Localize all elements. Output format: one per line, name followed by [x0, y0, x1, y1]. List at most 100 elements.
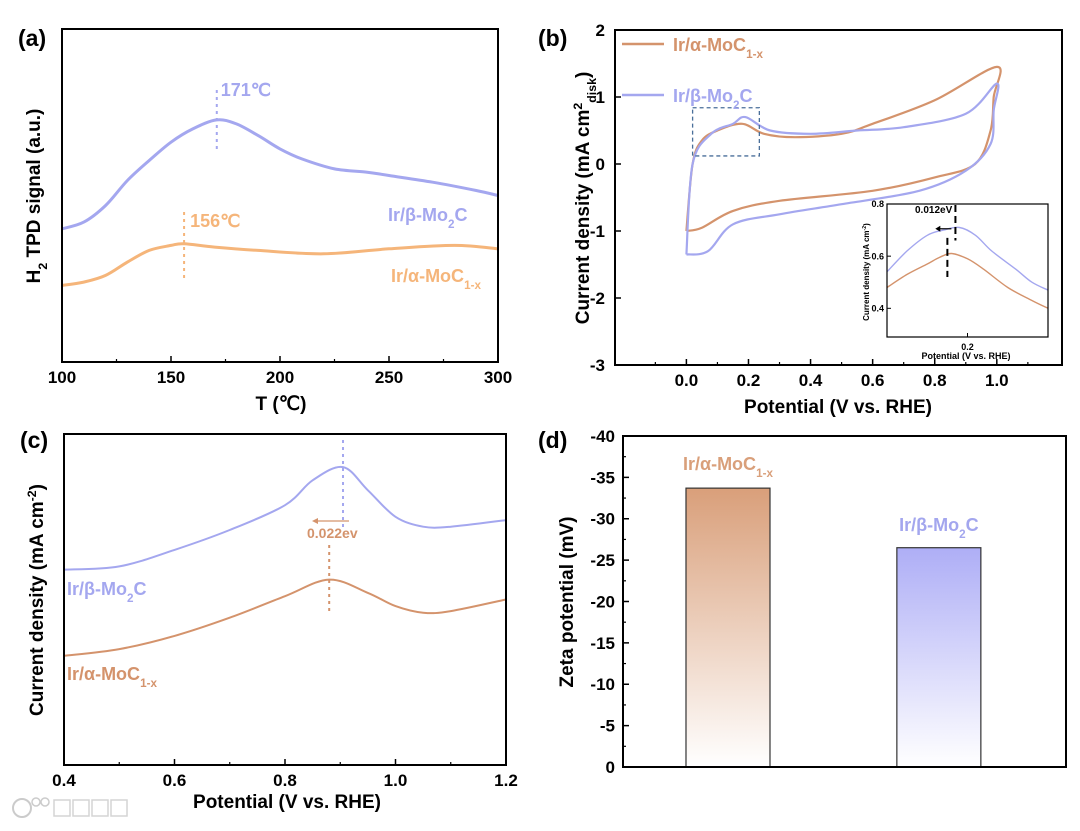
y-tick-label: 2 — [596, 21, 605, 40]
x-tick-label: 0.4 — [52, 771, 76, 790]
y-tick-label: -5 — [600, 717, 615, 736]
lsv-curve-1 — [63, 578, 507, 657]
x-tick-label: 0.4 — [799, 371, 823, 390]
y-axis-title-part: -2 — [862, 226, 868, 231]
bar-1 — [896, 547, 982, 768]
inset-curve-1 — [886, 252, 1049, 309]
y-axis-title: H2 TPD signal (a.u.) — [24, 109, 50, 284]
bar-label-part: 1-x — [756, 467, 773, 480]
x-tick-label: 0.2 — [961, 342, 974, 352]
cv-curve-1 — [685, 82, 1000, 256]
y-axis-title: Current density (mA cm-2) — [862, 223, 871, 321]
y-axis-title-part: H — [24, 270, 45, 284]
y-tick-label: -20 — [590, 592, 615, 611]
y-tick-label: 0 — [596, 155, 605, 174]
x-axis-title-part: Potential (V vs. RHE) — [921, 351, 1010, 361]
y-tick-label: -25 — [590, 551, 615, 570]
y-tick-label: -10 — [590, 675, 615, 694]
series-label: Ir/β-Mo2C — [388, 205, 468, 231]
panel-label: (b) — [538, 25, 567, 51]
x-tick-label: 300 — [484, 368, 512, 387]
x-axis-title-part: T (℃) — [256, 394, 307, 415]
x-tick-label: 0.0 — [675, 371, 699, 390]
y-tick-label: 0.4 — [871, 303, 884, 313]
panel-c-peaks: 0.022ev Ir/β-Mo2C Ir/α-MoC1-x 0.4 0.6 0.8 1.0 1… — [20, 427, 518, 813]
y-axis-title-part: 2 — [571, 103, 585, 110]
x-axis-title: Potential (V vs. RHE) — [744, 397, 932, 418]
series-label-part: Ir/α-MoC — [67, 664, 140, 684]
panel-b-cv: 0.0 0.2 0.4 0.6 0.8 1.0-3-2-1012Ir/α-MoC1-xIr… — [538, 21, 1063, 418]
x-tick-label: 0.6 — [163, 771, 187, 790]
x-tick-label: 250 — [375, 368, 403, 387]
y-tick-label: 0.8 — [871, 199, 884, 209]
x-tick-label: 1.2 — [494, 771, 518, 790]
series-label: Ir/β-Mo2C — [67, 579, 147, 605]
inset-chart: 0.012eV 0.2 0.4 0.6 0.8 Current density (mA c… — [862, 199, 1049, 361]
bar-label-part: Ir/β-Mo — [899, 515, 959, 535]
y-tick-label: -15 — [590, 634, 615, 653]
series-label-part: 1-x — [464, 279, 481, 292]
x-tick-label: 1.0 — [384, 771, 408, 790]
legend-label-part: 1-x — [746, 48, 763, 61]
arrow-left-icon — [935, 225, 941, 232]
y-axis-title-part: 2 — [36, 263, 50, 270]
tpd-curve-1 — [61, 242, 499, 287]
y-axis-title-part: Zeta potential (mV) — [557, 516, 578, 687]
x-tick-label: 0.8 — [273, 771, 297, 790]
y-axis-title-part: ) — [862, 223, 871, 226]
series-label-part: 2 — [448, 218, 455, 231]
panel-d-zeta: Ir/α-MoC1-x Ir/β-Mo2C 0 -5 -10 -15 -20 -25 -30 -3… — [538, 427, 1067, 777]
series-label: Ir/α-MoC1-x — [67, 664, 157, 690]
bar-label-part: 2 — [959, 528, 966, 541]
tpd-curve-0 — [61, 118, 499, 231]
y-tick-label: -30 — [590, 510, 615, 529]
y-axis-title: Zeta potential (mV) — [557, 516, 578, 687]
series-label-part: Ir/β-Mo — [388, 205, 448, 225]
y-axis-title-part: ) — [573, 72, 594, 78]
series-label-part: 1-x — [140, 677, 157, 690]
series-label-part: Ir/β-Mo — [67, 579, 127, 599]
arrow-left-icon — [312, 518, 318, 524]
bar-label: Ir/α-MoC1-x — [683, 454, 773, 480]
y-tick-label: -3 — [590, 356, 605, 375]
y-axis-title-part: ) — [27, 484, 48, 490]
plot-frame — [61, 28, 499, 363]
x-tick-label: 0.6 — [861, 371, 885, 390]
x-axis-title-part: Potential (V vs. RHE) — [193, 792, 381, 813]
legend-label: Ir/α-MoC1-x — [673, 35, 763, 61]
x-tick-label: 200 — [266, 368, 294, 387]
bar-label-part: Ir/α-MoC — [683, 454, 756, 474]
panel-label: (d) — [538, 427, 567, 453]
x-tick-label: 150 — [157, 368, 185, 387]
bar-0 — [685, 487, 771, 768]
y-tick-label: -1 — [590, 222, 605, 241]
x-axis-title-part: Potential (V vs. RHE) — [744, 397, 932, 418]
y-axis-title-part: Current density (mA cm — [27, 501, 48, 716]
y-axis-title: Current density (mA cm-2) — [25, 484, 48, 716]
x-axis-title: Potential (V vs. RHE) — [193, 792, 381, 813]
y-axis-title-part: Current density (mA cm — [862, 230, 871, 320]
bar-label-part: C — [966, 515, 979, 535]
y-tick-label: -40 — [590, 427, 615, 446]
lsv-curve-0 — [63, 465, 507, 571]
plot-frame — [614, 29, 1063, 366]
bar-label: Ir/β-Mo2C — [899, 515, 979, 541]
y-tick-label: -35 — [590, 468, 615, 487]
panel-label: (a) — [18, 25, 46, 51]
x-tick-label: 0.2 — [737, 371, 761, 390]
y-tick-label: -2 — [590, 289, 605, 308]
series-label-part: 2 — [127, 592, 134, 605]
x-tick-label: 1.0 — [985, 371, 1009, 390]
series-label-part: C — [455, 205, 468, 225]
peak-label: 156℃ — [190, 211, 240, 231]
y-axis-title-part: TPD signal (a.u.) — [24, 109, 45, 263]
x-tick-label: 100 — [48, 368, 76, 387]
shift-annotation: 0.022ev — [307, 525, 358, 541]
y-tick-label: 1 — [596, 88, 605, 107]
watermark-logo — [12, 797, 128, 818]
y-tick-label: 0.6 — [871, 251, 884, 261]
zoom-region-box — [691, 107, 760, 157]
y-tick-label: 0 — [606, 758, 615, 777]
